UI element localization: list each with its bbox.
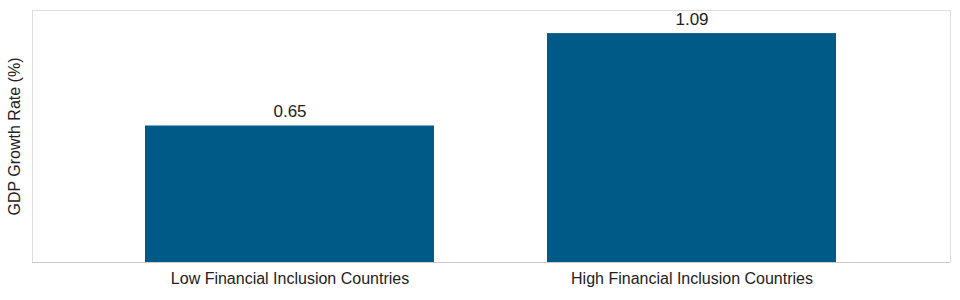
svg-text:0.65: 0.65 [273,102,306,121]
svg-text:1.09: 1.09 [675,10,708,29]
svg-text:High Financial Inclusion Count: High Financial Inclusion Countries [571,270,813,287]
svg-text:GDP Growth Rate (%): GDP Growth Rate (%) [6,58,23,216]
svg-text:Low Financial Inclusion Countr: Low Financial Inclusion Countries [171,270,409,287]
